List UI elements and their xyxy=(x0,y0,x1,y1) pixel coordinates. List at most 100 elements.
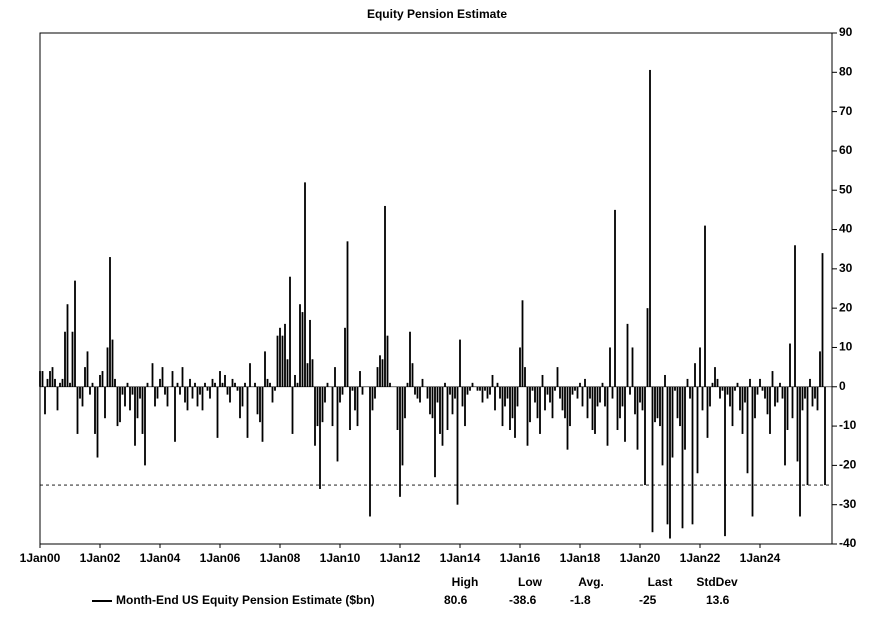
bar xyxy=(774,386,776,407)
bar xyxy=(196,386,199,407)
bar xyxy=(764,386,766,399)
bar xyxy=(771,371,774,387)
bar xyxy=(159,378,161,387)
bar xyxy=(609,347,611,387)
bar xyxy=(579,382,581,387)
bar xyxy=(554,386,556,391)
bar xyxy=(286,359,289,387)
bar xyxy=(381,359,384,387)
bar xyxy=(156,386,159,399)
bar xyxy=(624,386,626,442)
bar xyxy=(786,386,789,431)
bar xyxy=(304,182,306,387)
bar xyxy=(469,386,471,391)
bar xyxy=(189,378,191,387)
bar xyxy=(726,386,729,395)
bar xyxy=(534,386,536,403)
bar xyxy=(761,386,764,391)
bar xyxy=(806,386,809,486)
bar xyxy=(326,382,329,387)
bar xyxy=(531,386,534,391)
bar xyxy=(586,386,589,419)
bar xyxy=(299,304,301,387)
bar xyxy=(739,386,741,411)
bar xyxy=(536,386,539,419)
bar xyxy=(109,257,111,387)
bar xyxy=(416,386,419,399)
bar xyxy=(584,378,586,387)
bar xyxy=(631,347,634,387)
bar xyxy=(629,386,631,395)
bar xyxy=(464,386,466,427)
bar xyxy=(284,323,286,387)
bar xyxy=(211,378,214,387)
chart-title: Equity Pension Estimate xyxy=(367,7,507,21)
bar xyxy=(449,386,451,395)
bar xyxy=(271,386,274,403)
bar xyxy=(779,382,781,387)
bar xyxy=(694,363,696,387)
bar xyxy=(736,382,739,387)
bar xyxy=(154,386,156,407)
stat-label: Avg. xyxy=(578,575,604,589)
bar xyxy=(361,386,364,395)
bar xyxy=(281,335,284,387)
bar xyxy=(516,386,519,407)
bar xyxy=(561,386,564,411)
bar xyxy=(454,386,456,399)
x-tick-label: 1Jan08 xyxy=(260,551,301,565)
y-tick-label: 30 xyxy=(839,261,853,275)
bar xyxy=(571,386,574,395)
bar xyxy=(661,386,664,466)
bar xyxy=(234,382,236,387)
bar xyxy=(541,374,544,387)
bar xyxy=(336,386,339,462)
bar xyxy=(604,386,606,407)
bar xyxy=(341,386,344,395)
bar xyxy=(41,371,44,387)
y-tick-label: 20 xyxy=(839,300,853,314)
bar xyxy=(324,386,326,403)
bar xyxy=(686,378,689,387)
bar xyxy=(641,386,644,411)
bar xyxy=(64,331,66,387)
bar xyxy=(529,386,531,423)
bar xyxy=(141,386,144,434)
bar xyxy=(256,386,259,415)
bar xyxy=(94,386,96,434)
bar xyxy=(66,304,69,387)
bar xyxy=(434,386,436,478)
bar xyxy=(439,386,441,434)
bar xyxy=(431,386,434,419)
stat-value: 80.6 xyxy=(444,593,468,607)
bar xyxy=(274,386,276,391)
bar xyxy=(591,386,594,431)
bar xyxy=(691,386,694,525)
bar xyxy=(801,386,804,411)
bar xyxy=(714,367,716,387)
bar xyxy=(606,386,609,446)
bar xyxy=(81,386,84,407)
bar xyxy=(809,378,811,387)
stat-label: Last xyxy=(648,575,673,589)
bar xyxy=(61,378,64,387)
bar xyxy=(709,386,711,407)
bar xyxy=(444,382,446,387)
bar xyxy=(811,386,814,407)
bar xyxy=(54,378,56,387)
bar xyxy=(796,386,799,462)
bar xyxy=(404,386,406,419)
bar xyxy=(594,386,596,434)
bar xyxy=(249,363,251,387)
bar xyxy=(696,386,699,474)
bar xyxy=(356,386,359,427)
bar xyxy=(86,351,89,387)
y-tick-label: 0 xyxy=(839,379,846,393)
bar xyxy=(494,386,496,411)
bar xyxy=(399,386,401,497)
x-tick-label: 1Jan16 xyxy=(500,551,541,565)
bar xyxy=(266,378,269,387)
bar xyxy=(614,209,616,387)
bar xyxy=(766,386,769,415)
bar xyxy=(199,386,201,395)
